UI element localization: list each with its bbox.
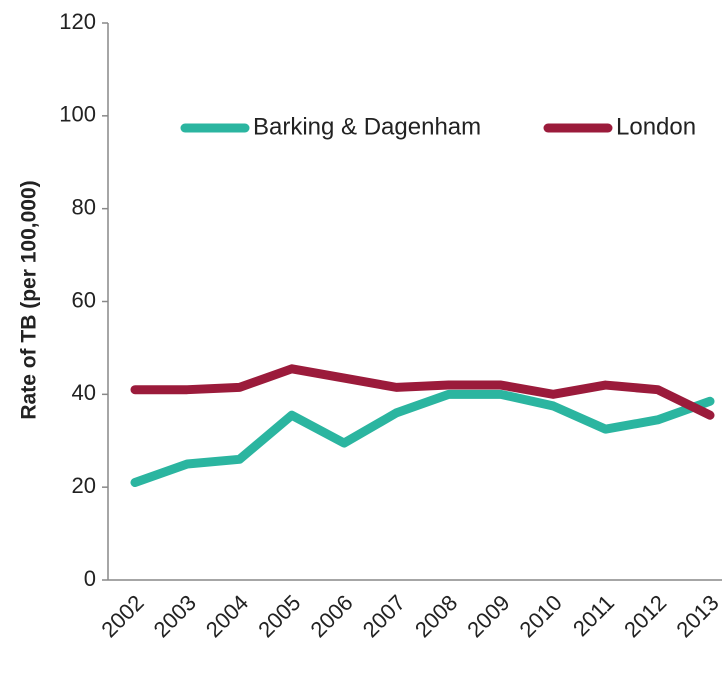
legend-label: Barking & Dagenham [253, 113, 481, 140]
x-tick-label: 2012 [619, 590, 671, 642]
legend-label: London [616, 113, 696, 140]
y-axis-label: Rate of TB (per 100,000) [18, 180, 41, 419]
series-line [130, 389, 715, 488]
x-tick-label: 2003 [149, 590, 201, 642]
y-tick-label: 0 [84, 566, 96, 591]
x-tick-label: 2006 [305, 590, 357, 642]
x-tick-label: 2009 [462, 590, 514, 642]
x-tick-label: 2011 [568, 590, 619, 641]
y-tick-label: 120 [59, 9, 96, 34]
x-tick-label: 2005 [253, 590, 305, 642]
y-tick-label: 80 [72, 194, 96, 219]
y-tick-label: 20 [72, 473, 96, 498]
x-tick-label: 2008 [410, 590, 462, 642]
y-tick-label: 60 [72, 287, 96, 312]
x-tick-label: 2004 [201, 590, 253, 642]
x-tick-label: 2013 [671, 590, 723, 642]
y-tick-label: 100 [59, 102, 96, 127]
x-tick-label: 2002 [96, 590, 148, 642]
series-line [130, 364, 715, 420]
x-tick-label: 2010 [515, 590, 567, 642]
y-tick-label: 40 [72, 380, 96, 405]
x-tick-label: 2007 [358, 590, 410, 642]
